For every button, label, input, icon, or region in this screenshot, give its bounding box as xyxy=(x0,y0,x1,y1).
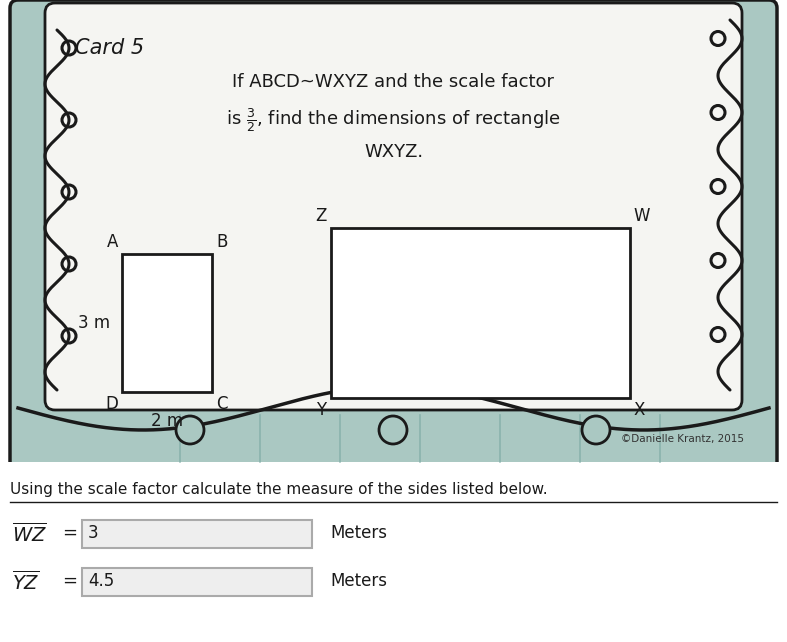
FancyBboxPatch shape xyxy=(10,0,777,470)
Text: A: A xyxy=(106,232,118,250)
Text: Card 5: Card 5 xyxy=(75,38,144,58)
Text: C: C xyxy=(216,395,228,413)
Text: =: = xyxy=(62,524,77,542)
Circle shape xyxy=(582,416,610,444)
Text: WXYZ.: WXYZ. xyxy=(364,143,423,161)
Text: Z: Z xyxy=(315,207,327,225)
Circle shape xyxy=(379,416,407,444)
Bar xyxy=(122,254,212,392)
Bar xyxy=(0,462,787,642)
Text: X: X xyxy=(634,401,645,419)
Text: Meters: Meters xyxy=(330,572,387,590)
Bar xyxy=(331,228,630,398)
Text: is $\mathregular{\frac{3}{2}}$, find the dimensions of rectangle: is $\mathregular{\frac{3}{2}}$, find the… xyxy=(226,106,561,134)
Circle shape xyxy=(176,416,204,444)
Text: W: W xyxy=(634,207,650,225)
Text: $\overline{YZ}$: $\overline{YZ}$ xyxy=(12,570,39,594)
Text: 2 m: 2 m xyxy=(151,412,183,429)
Text: ©Danielle Krantz, 2015: ©Danielle Krantz, 2015 xyxy=(621,434,744,444)
Text: =: = xyxy=(62,572,77,590)
Bar xyxy=(82,520,312,548)
Text: 3 m: 3 m xyxy=(78,313,110,332)
Text: Using the scale factor calculate the measure of the sides listed below.: Using the scale factor calculate the mea… xyxy=(10,482,548,497)
Text: 3: 3 xyxy=(88,524,98,542)
Bar xyxy=(82,568,312,596)
Text: Meters: Meters xyxy=(330,524,387,542)
Text: B: B xyxy=(216,232,228,250)
Text: $\overline{WZ}$: $\overline{WZ}$ xyxy=(12,522,47,546)
FancyBboxPatch shape xyxy=(45,3,742,410)
Text: If ABCD~WXYZ and the scale factor: If ABCD~WXYZ and the scale factor xyxy=(232,73,555,91)
Text: Y: Y xyxy=(316,401,327,419)
Text: 4.5: 4.5 xyxy=(88,572,114,590)
Text: D: D xyxy=(105,395,118,413)
